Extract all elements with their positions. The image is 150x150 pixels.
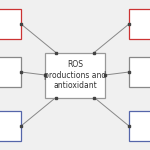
FancyBboxPatch shape [0,57,21,87]
FancyBboxPatch shape [129,111,150,141]
FancyBboxPatch shape [129,57,150,87]
Text: ROS
productions and
antioxidant: ROS productions and antioxidant [44,60,106,90]
FancyBboxPatch shape [129,9,150,39]
FancyBboxPatch shape [0,111,21,141]
FancyBboxPatch shape [45,52,105,98]
FancyBboxPatch shape [0,9,21,39]
